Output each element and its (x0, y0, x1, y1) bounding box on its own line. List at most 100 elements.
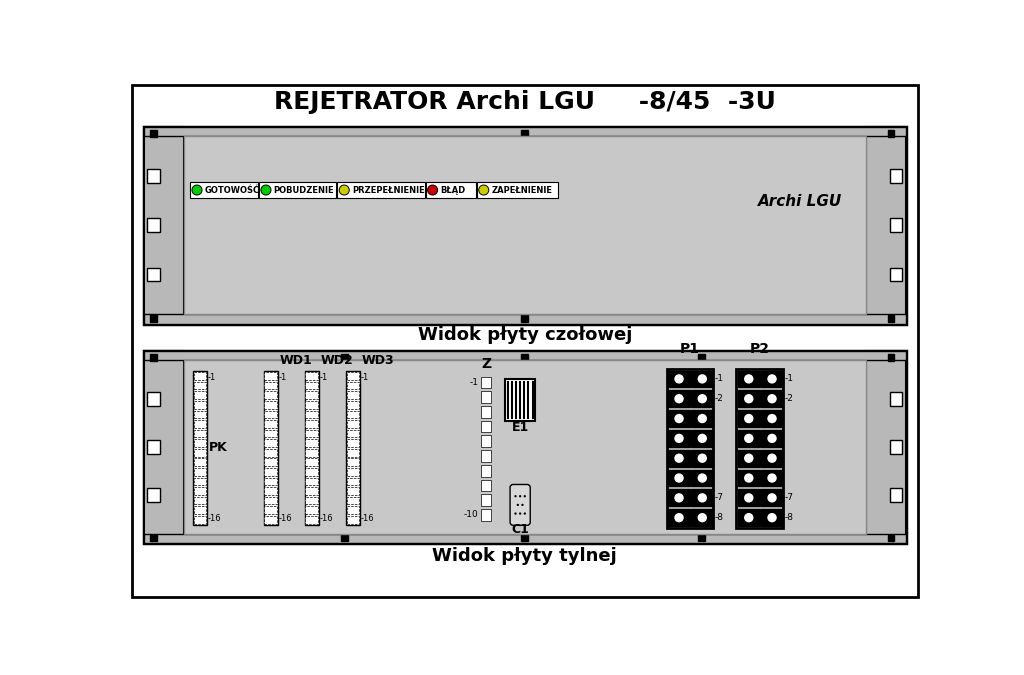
Bar (669, 371, 690, 387)
Bar (143, 315, 906, 323)
Circle shape (261, 185, 271, 195)
Bar (890, 392, 902, 406)
Bar (346, 371, 359, 524)
Bar (264, 430, 276, 437)
Circle shape (744, 374, 754, 383)
Text: -2: -2 (784, 394, 794, 403)
Bar (761, 510, 783, 526)
Text: WD1: WD1 (280, 354, 312, 367)
Bar (346, 430, 359, 437)
Bar (346, 468, 359, 476)
Bar (264, 468, 276, 476)
Bar (194, 516, 206, 524)
Bar (890, 169, 902, 183)
Circle shape (767, 493, 777, 503)
Text: POBUDZENIE: POBUDZENIE (273, 186, 334, 194)
Bar (866, 350, 906, 543)
Bar (264, 372, 276, 380)
Text: P1: P1 (680, 342, 699, 356)
Text: WD2: WD2 (321, 354, 353, 367)
Bar (151, 130, 158, 137)
Bar (521, 315, 528, 322)
Bar (305, 449, 317, 456)
Bar (264, 410, 276, 418)
Bar (888, 354, 895, 360)
Circle shape (697, 374, 707, 383)
Circle shape (519, 512, 521, 515)
Bar (264, 506, 276, 514)
Bar (697, 354, 705, 360)
Bar (480, 421, 492, 433)
Bar (194, 382, 206, 389)
Bar (480, 450, 492, 462)
Bar (194, 410, 206, 418)
Bar (346, 487, 359, 495)
Text: Z: Z (481, 357, 492, 371)
Bar (669, 430, 690, 447)
Bar (194, 430, 206, 437)
Bar (761, 371, 783, 387)
Bar (888, 130, 895, 137)
Circle shape (523, 495, 526, 497)
Bar (691, 390, 713, 407)
Bar (691, 430, 713, 447)
Circle shape (767, 473, 777, 483)
Circle shape (478, 185, 488, 195)
Text: PRZEPEŁNIENIE: PRZEPEŁNIENIE (352, 186, 425, 194)
Circle shape (675, 374, 684, 383)
Bar (669, 390, 690, 407)
Circle shape (697, 433, 707, 443)
Bar (426, 182, 476, 198)
Bar (480, 392, 492, 403)
Circle shape (697, 414, 707, 423)
Bar (521, 130, 528, 137)
Circle shape (744, 433, 754, 443)
Bar (305, 430, 317, 437)
Bar (143, 350, 183, 543)
Text: -1: -1 (715, 375, 724, 383)
Bar (264, 382, 276, 389)
Bar (738, 390, 760, 407)
Bar (190, 182, 258, 198)
Bar (305, 506, 317, 514)
Bar (259, 182, 337, 198)
Bar (264, 420, 276, 428)
Bar (346, 516, 359, 524)
Circle shape (675, 454, 684, 463)
Bar (691, 410, 713, 427)
Text: -1: -1 (208, 373, 216, 382)
Text: Widok płyty tylnej: Widok płyty tylnej (432, 547, 617, 565)
Bar (761, 410, 783, 427)
Bar (667, 369, 713, 528)
Circle shape (767, 513, 777, 522)
Bar (691, 371, 713, 387)
Bar (866, 127, 906, 323)
Bar (143, 534, 906, 543)
Bar (669, 510, 690, 526)
Bar (264, 392, 276, 399)
Bar (264, 401, 276, 408)
Text: P2: P2 (750, 342, 770, 356)
Bar (147, 440, 160, 454)
Circle shape (675, 394, 684, 404)
Bar (669, 470, 690, 487)
Bar (194, 506, 206, 514)
Bar (346, 392, 359, 399)
Bar (346, 458, 359, 466)
Bar (890, 267, 902, 281)
Circle shape (514, 495, 517, 497)
Circle shape (744, 454, 754, 463)
Bar (147, 488, 160, 502)
Bar (738, 371, 760, 387)
Bar (194, 392, 206, 399)
Bar (738, 450, 760, 466)
Circle shape (767, 454, 777, 463)
Bar (305, 410, 317, 418)
Text: -1: -1 (279, 373, 287, 382)
Circle shape (675, 493, 684, 503)
Circle shape (514, 512, 517, 515)
Bar (888, 315, 895, 322)
Bar (194, 401, 206, 408)
Bar (480, 465, 492, 477)
Bar (194, 449, 206, 456)
